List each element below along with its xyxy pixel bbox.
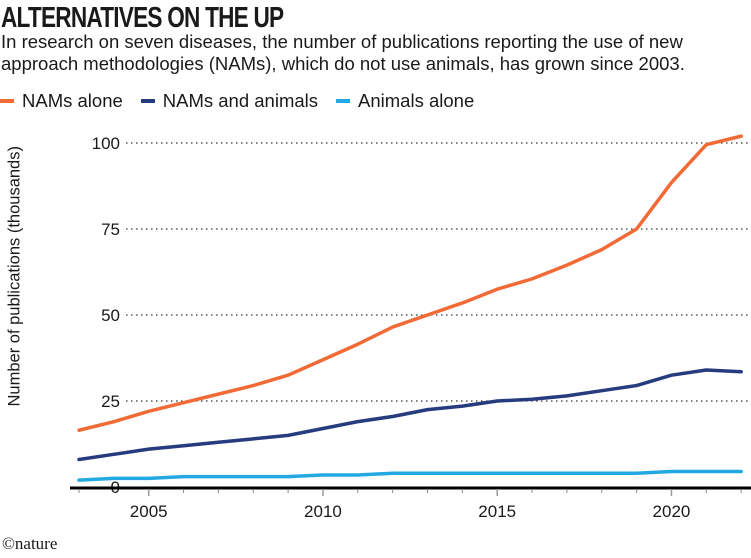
x-tick-label: 2005 xyxy=(130,502,168,521)
series-line-nams-alone xyxy=(77,134,743,432)
legend-label: NAMs alone xyxy=(22,90,123,111)
legend-swatch xyxy=(336,99,351,103)
legend-label: Animals alone xyxy=(358,90,475,111)
legend-swatch xyxy=(0,99,14,103)
y-tick-label: 25 xyxy=(101,392,120,411)
legend-item-nams-alone: NAMs alone xyxy=(0,90,123,112)
legend-swatch xyxy=(140,99,155,103)
nature-logo: ©nature xyxy=(2,534,58,553)
y-axis-label: Number of publications (thousands) xyxy=(5,146,24,407)
legend: NAMs alone NAMs and animals Animals alon… xyxy=(0,90,474,112)
y-tick-label: 100 xyxy=(92,134,120,153)
subtitle-line-2: approach methodologies (NAMs), which do … xyxy=(1,53,685,74)
x-tick-label: 2020 xyxy=(653,502,691,521)
subtitle-line-1: In research on seven diseases, the numbe… xyxy=(1,31,683,52)
legend-item-animals-alone: Animals alone xyxy=(336,90,474,112)
x-tick-label: 2015 xyxy=(478,502,516,521)
y-tick-label: 50 xyxy=(101,306,120,325)
y-tick-label: 75 xyxy=(101,220,120,239)
legend-item-nams-and-animals: NAMs and animals xyxy=(140,90,319,112)
series-line-animals-alone xyxy=(77,469,743,482)
series-line-nams-and-animals xyxy=(77,368,743,462)
x-tick-label: 2010 xyxy=(304,502,342,521)
chart-title: ALTERNATIVES ON THE UP xyxy=(1,2,284,34)
legend-label: NAMs and animals xyxy=(162,90,319,111)
